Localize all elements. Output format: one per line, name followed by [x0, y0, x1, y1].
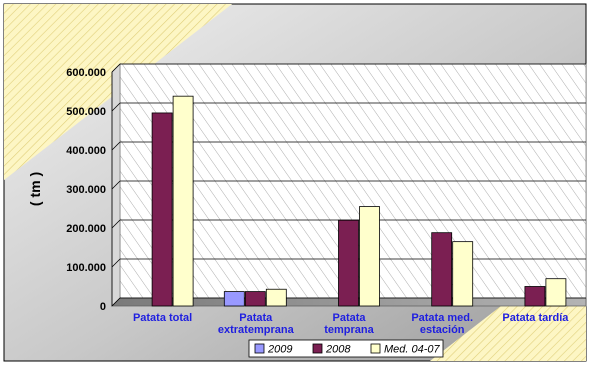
y-tick-label: 500.000 [66, 106, 106, 118]
legend: 2009 2008 Med. 04-07 [248, 339, 444, 358]
gridline-side [111, 297, 121, 307]
gridline-side [111, 102, 121, 112]
x-category-label: estación [420, 324, 465, 336]
legend-label: 2009 [267, 344, 292, 356]
y-tick-label: 600.000 [66, 67, 106, 79]
x-category-label: Patata [239, 312, 273, 324]
bar-med-04-07 [359, 206, 380, 307]
bar-2008 [524, 286, 546, 307]
legend-swatch [370, 343, 381, 354]
x-category-label: Patata tardía [502, 312, 569, 324]
bar-2008 [431, 232, 453, 307]
bar-med-04-07 [265, 288, 287, 307]
x-category-label: extratemprana [218, 324, 295, 336]
x-category-label: Patata total [133, 312, 192, 324]
y-axis-title: ( tm ) [27, 172, 43, 206]
legend-swatch [254, 343, 265, 354]
gridline-side [111, 219, 121, 229]
bar-2008 [244, 291, 266, 307]
bar-med-04-07 [545, 278, 567, 307]
y-tick-label: 200.000 [66, 223, 106, 235]
y-tick-label: 100.000 [66, 262, 106, 274]
legend-label: 2008 [325, 344, 351, 356]
bar-2009 [223, 291, 245, 307]
x-category-label: Patata [332, 312, 366, 324]
y-tick-label: 300.000 [66, 184, 106, 196]
legend-box [248, 339, 444, 358]
gridline-side [111, 141, 121, 151]
legend-swatch [312, 343, 323, 354]
gridline-side [111, 63, 121, 73]
gridline-side [111, 258, 121, 268]
bar-2008 [151, 112, 173, 307]
bar-med-04-07 [172, 95, 194, 307]
x-category-label: temprana [324, 324, 374, 336]
legend-label: Med. 04-07 [384, 344, 441, 356]
y-tick-label: 400.000 [66, 145, 106, 157]
y-tick-label: 0 [100, 301, 106, 313]
x-category-label: Patata med. [411, 312, 473, 324]
bar-med-04-07 [452, 241, 474, 307]
plot-area: 0 100.000 200.000 300.000 400.000 500.000 600.… [27, 63, 587, 336]
bar-2008 [338, 219, 359, 307]
gridline-side [111, 180, 121, 190]
